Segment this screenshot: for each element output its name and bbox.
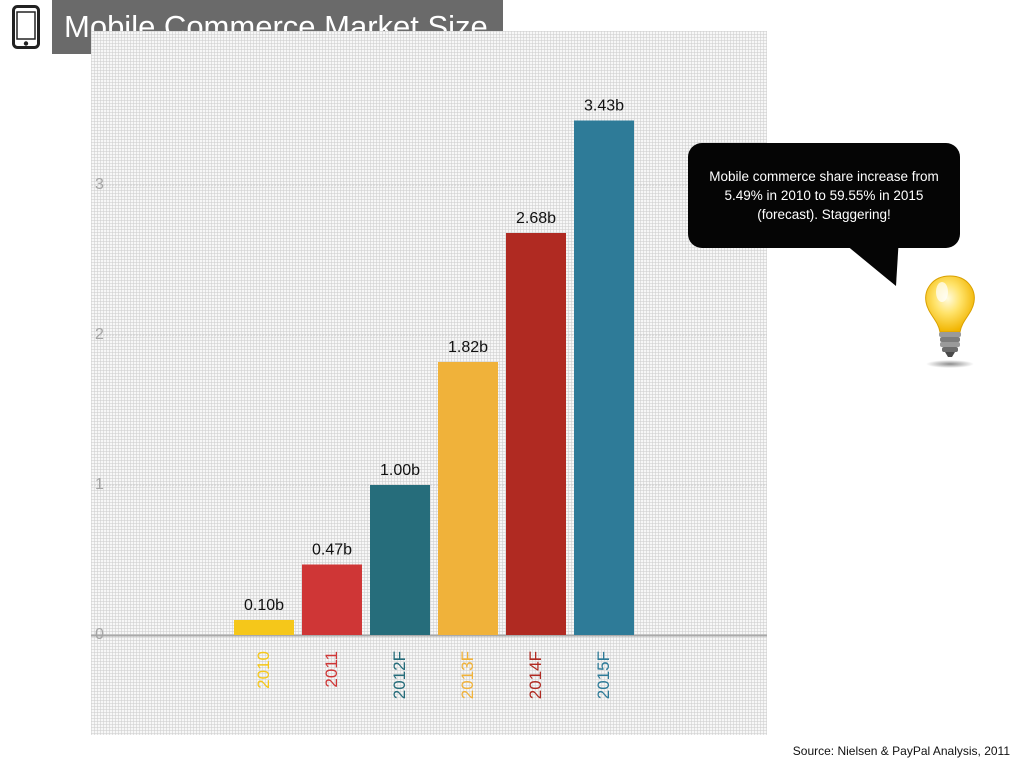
- y-tick-label: 3: [95, 176, 104, 193]
- bar: [506, 233, 566, 635]
- x-tick-label: 2013F: [458, 651, 477, 699]
- bar: [574, 120, 634, 635]
- phone-icon-box: [0, 0, 54, 54]
- bar: [302, 564, 362, 635]
- bar-chart: 0.10b 0.47b 1.00b 1.82b 2.68b 3.43b 0 1 2 3 2010…: [91, 98, 767, 699]
- bar: [234, 620, 294, 635]
- bar: [438, 362, 498, 635]
- bar: [370, 485, 430, 635]
- x-tick-layer: 2010 2011 2012F 2013F 2014F 2015F: [254, 651, 613, 699]
- x-tick-label: 2015F: [594, 651, 613, 699]
- x-tick-label: 2010: [254, 651, 273, 689]
- callout-tail: [840, 240, 899, 286]
- data-label: 2.68b: [516, 210, 556, 227]
- callout-bubble: Mobile commerce share increase from 5.49…: [688, 143, 960, 248]
- lightbulb-icon: [925, 275, 975, 368]
- data-label: 0.47b: [312, 542, 352, 559]
- y-tick-layer: 0 1 2 3: [95, 176, 104, 643]
- x-tick-label: 2011: [322, 651, 341, 688]
- chart-area: 0.10b 0.47b 1.00b 1.82b 2.68b 3.43b 0 1 2 3 2010…: [91, 31, 767, 735]
- x-tick-label: 2014F: [526, 651, 545, 699]
- bar-layer: [234, 120, 634, 635]
- source-note: Source: Nielsen & PayPal Analysis, 2011: [792, 744, 1010, 758]
- callout-text: Mobile commerce share increase from 5.49…: [709, 169, 939, 222]
- x-tick-label: 2012F: [390, 651, 409, 699]
- y-tick-label: 1: [95, 476, 104, 493]
- phone-icon: [12, 5, 40, 49]
- y-tick-label: 2: [95, 326, 104, 343]
- label-layer: 0.10b 0.47b 1.00b 1.82b 2.68b 3.43b: [244, 98, 624, 615]
- data-label: 3.43b: [584, 98, 624, 115]
- data-label: 0.10b: [244, 597, 284, 614]
- y-tick-label: 0: [95, 626, 104, 643]
- data-label: 1.82b: [448, 339, 488, 356]
- data-label: 1.00b: [380, 462, 420, 479]
